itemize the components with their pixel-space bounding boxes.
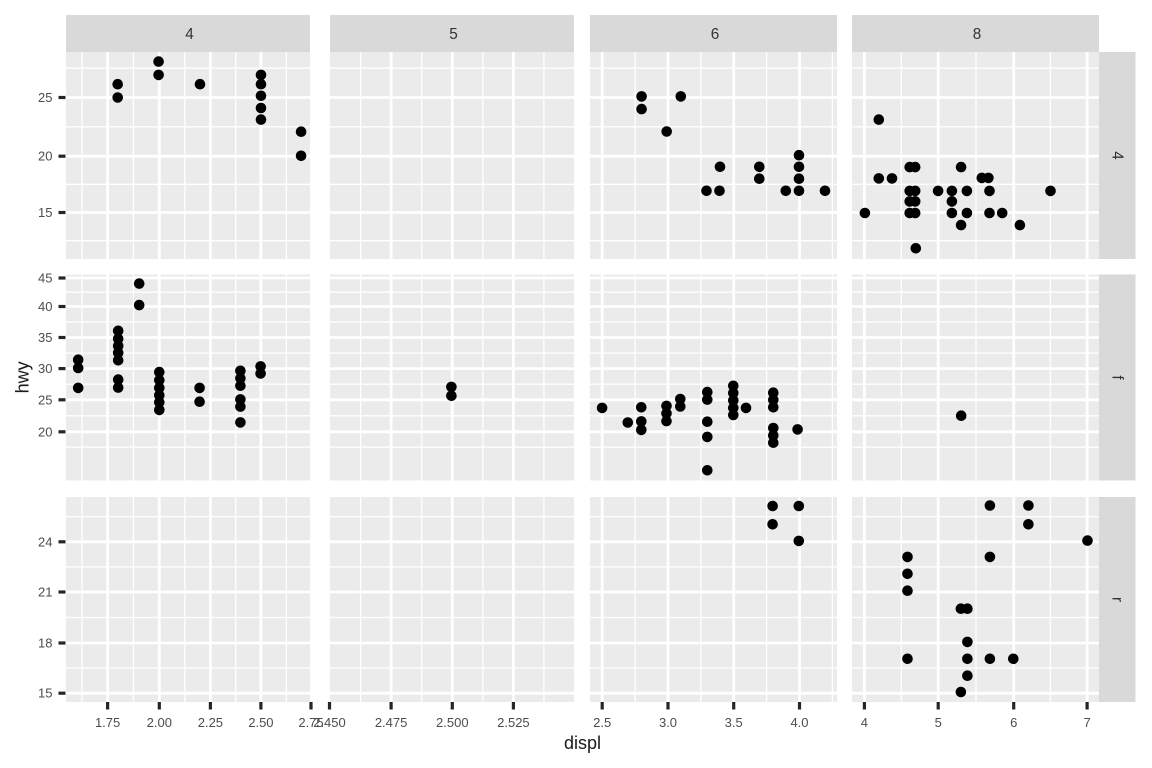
svg-text:15: 15 (38, 686, 52, 701)
svg-text:2.50: 2.50 (248, 715, 273, 730)
svg-text:2.450: 2.450 (313, 715, 346, 730)
svg-text:2.475: 2.475 (375, 715, 408, 730)
svg-text:6: 6 (1010, 715, 1017, 730)
svg-text:20: 20 (38, 149, 52, 164)
svg-text:hwy: hwy (13, 361, 33, 393)
svg-text:5: 5 (935, 715, 942, 730)
svg-text:2.525: 2.525 (497, 715, 530, 730)
svg-text:15: 15 (38, 205, 52, 220)
svg-text:r: r (1109, 597, 1126, 602)
svg-text:3.5: 3.5 (725, 715, 743, 730)
svg-text:f: f (1109, 375, 1126, 380)
svg-text:21: 21 (38, 585, 52, 600)
svg-text:2.75: 2.75 (298, 715, 323, 730)
svg-text:2.500: 2.500 (436, 715, 469, 730)
svg-text:7: 7 (1083, 715, 1090, 730)
svg-text:1.75: 1.75 (95, 715, 120, 730)
svg-text:4: 4 (185, 26, 194, 43)
svg-text:25: 25 (38, 392, 52, 407)
svg-text:18: 18 (38, 636, 52, 651)
svg-text:30: 30 (38, 361, 52, 376)
svg-text:25: 25 (38, 90, 52, 105)
svg-text:3.0: 3.0 (659, 715, 677, 730)
svg-text:4: 4 (1109, 151, 1126, 160)
svg-text:5: 5 (449, 26, 458, 43)
svg-text:4: 4 (861, 715, 868, 730)
svg-text:displ: displ (564, 733, 601, 753)
svg-text:20: 20 (38, 424, 52, 439)
svg-text:45: 45 (38, 271, 52, 286)
svg-text:24: 24 (38, 534, 52, 549)
svg-text:4.0: 4.0 (790, 715, 808, 730)
svg-text:2.00: 2.00 (147, 715, 172, 730)
svg-text:6: 6 (711, 26, 720, 43)
svg-text:35: 35 (38, 330, 52, 345)
svg-text:40: 40 (38, 299, 52, 314)
svg-text:2.25: 2.25 (198, 715, 223, 730)
svg-text:8: 8 (973, 26, 982, 43)
svg-text:2.5: 2.5 (593, 715, 611, 730)
